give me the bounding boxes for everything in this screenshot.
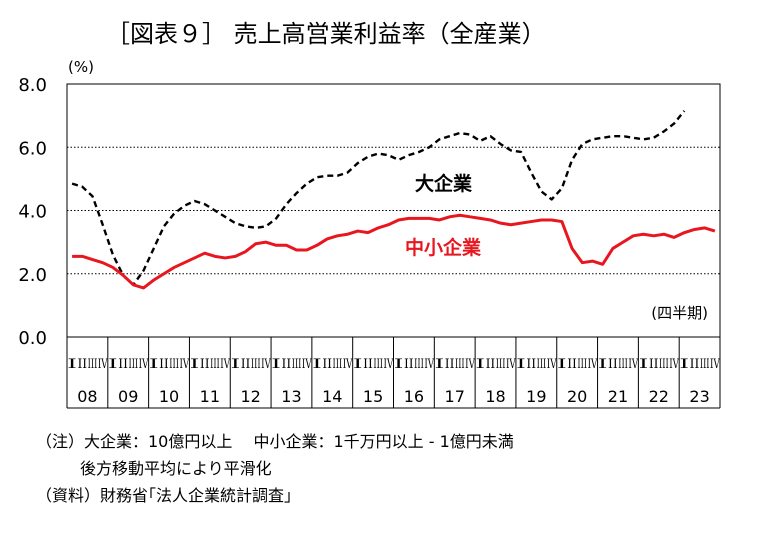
notes: （注）大企業：10億円以上 中小企業：1千万円以上 - 1億円未満 後方移動平均…	[36, 428, 514, 509]
quarter-label: II	[649, 357, 659, 372]
quarter-label: IV	[588, 357, 598, 372]
year-label: 19	[526, 387, 546, 406]
quarter-label: I	[190, 357, 200, 372]
quarter-label: IV	[261, 357, 271, 372]
quarter-label: II	[445, 357, 455, 372]
year-label: 14	[322, 387, 342, 406]
year-label: 10	[159, 387, 179, 406]
quarter-label: IV	[506, 357, 516, 372]
year-label: 09	[118, 387, 138, 406]
quarter-label: IV	[179, 357, 189, 372]
quarter-label: I	[394, 357, 404, 372]
quarter-label: IV	[669, 357, 679, 372]
year-label: 21	[608, 387, 628, 406]
quarter-label: II	[404, 357, 414, 372]
year-label: 16	[404, 387, 424, 406]
series-line-large-enterprise	[71, 110, 686, 287]
year-label: 17	[445, 387, 465, 406]
quarter-label: IV	[465, 357, 475, 372]
annotation-sme: 中小企業	[405, 236, 482, 259]
quarter-label: III	[88, 357, 98, 372]
quarter-label: III	[373, 357, 383, 372]
quarter-label: IV	[710, 357, 720, 372]
quarter-label: I	[271, 357, 281, 372]
quarter-label: II	[322, 357, 332, 372]
year-label: 22	[649, 387, 669, 406]
quarter-label: IV	[628, 357, 638, 372]
quarter-label: I	[353, 357, 363, 372]
quarter-label: II	[200, 357, 210, 372]
annotation-large-enterprise: 大企業	[415, 172, 473, 195]
y-tick-label: 8.0	[18, 75, 47, 96]
quarter-label: II	[159, 357, 169, 372]
quarter-label: III	[251, 357, 261, 372]
quarter-label: III	[537, 357, 547, 372]
period-label: (四半期)	[651, 304, 708, 322]
quarter-label: IV	[384, 357, 394, 372]
year-label: 20	[567, 387, 587, 406]
quarter-label: III	[659, 357, 669, 372]
quarter-label: III	[700, 357, 710, 372]
year-label: 11	[200, 387, 220, 406]
quarter-label: II	[363, 357, 373, 372]
quarter-label: IV	[139, 357, 149, 372]
quarter-label: II	[486, 357, 496, 372]
quarter-label: II	[241, 357, 251, 372]
quarter-label: III	[496, 357, 506, 372]
quarter-label: I	[639, 357, 649, 372]
year-label: 15	[363, 387, 383, 406]
y-tick-label: 2.0	[18, 265, 47, 286]
quarter-label: I	[679, 357, 689, 372]
quarter-label: III	[292, 357, 302, 372]
year-label: 18	[485, 387, 505, 406]
quarter-label: I	[149, 357, 159, 372]
quarter-label: IV	[424, 357, 434, 372]
quarter-label: IV	[220, 357, 230, 372]
quarter-label: I	[475, 357, 485, 372]
quarter-label: I	[598, 357, 608, 372]
quarter-label: III	[414, 357, 424, 372]
quarter-label: III	[333, 357, 343, 372]
quarter-label: II	[690, 357, 700, 372]
quarter-label: I	[231, 357, 241, 372]
year-label: 08	[77, 387, 97, 406]
year-label: 13	[281, 387, 301, 406]
note-source: （資料）財務省｢法人企業統計調査｣	[36, 486, 293, 505]
quarter-label: I	[312, 357, 322, 372]
quarter-label: III	[128, 357, 138, 372]
quarter-label: III	[618, 357, 628, 372]
quarter-label: III	[169, 357, 179, 372]
chart-title: ［図表９］ 売上高営業利益率（全産業）	[106, 20, 546, 48]
chart: 0.02.04.06.08.0I II III IV I II III IV I II III IV I…	[18, 75, 721, 409]
quarter-label: II	[282, 357, 292, 372]
quarter-label: I	[516, 357, 526, 372]
quarter-label: I	[557, 357, 567, 372]
quarter-label: IV	[343, 357, 353, 372]
year-label: 23	[689, 387, 709, 406]
quarter-label: IV	[302, 357, 312, 372]
quarter-label: IV	[98, 357, 108, 372]
quarter-label: II	[608, 357, 618, 372]
year-label: 12	[240, 387, 260, 406]
note-definition: （注）大企業：10億円以上 中小企業：1千万円以上 - 1億円未満	[36, 432, 514, 451]
quarter-label: I	[67, 357, 77, 372]
y-tick-label: 6.0	[18, 138, 47, 159]
quarter-label: II	[567, 357, 577, 372]
series-line-sme	[72, 213, 716, 290]
quarter-label: II	[77, 357, 87, 372]
quarter-label: IV	[547, 357, 557, 372]
quarter-label: I	[435, 357, 445, 372]
quarter-label: III	[577, 357, 587, 372]
y-tick-label: 4.0	[18, 202, 47, 223]
quarter-label: III	[455, 357, 465, 372]
note-smoothing: 後方移動平均により平滑化	[80, 459, 272, 478]
y-unit-label: (%)	[68, 58, 94, 76]
quarter-label: II	[118, 357, 128, 372]
quarter-label: III	[210, 357, 220, 372]
y-tick-label: 0.0	[18, 328, 47, 349]
quarter-label: II	[526, 357, 536, 372]
quarter-label: I	[108, 357, 118, 372]
